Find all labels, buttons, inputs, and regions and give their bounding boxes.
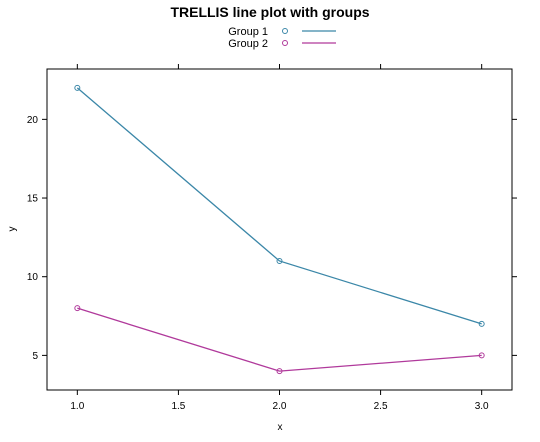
data-point-group-2	[478, 352, 485, 359]
legend: Group 1 Group 2	[228, 26, 336, 50]
data-point-group-1	[74, 84, 81, 91]
x-axis-label: x	[278, 422, 283, 433]
data-point-group-1	[276, 257, 283, 264]
x-tick-label: 1.5	[171, 401, 185, 412]
plot-panel	[46, 68, 513, 391]
chart-title: TRELLIS line plot with groups	[170, 4, 369, 20]
data-marks	[74, 84, 485, 375]
y-axis-label: y	[7, 227, 18, 232]
y-tick-label: 5	[32, 351, 38, 362]
x-tick-label: 2.0	[273, 401, 287, 412]
data-point-group-2	[276, 368, 283, 375]
x-tick-label: 2.5	[374, 401, 388, 412]
series-line-group-1	[76, 87, 482, 325]
legend-marker-group-1	[282, 28, 288, 34]
series-line-group-2	[77, 307, 482, 372]
data-point-group-1	[478, 320, 485, 327]
legend-label-group-1: Group 1	[228, 26, 268, 38]
y-tick-label: 10	[27, 272, 39, 283]
y-tick-label: 20	[27, 115, 39, 126]
legend-label-group-2: Group 2	[228, 38, 268, 50]
x-tick-label: 3.0	[475, 401, 489, 412]
x-tick-label: 1.0	[70, 401, 84, 412]
data-point-group-2	[74, 305, 81, 312]
axes: 1.0 1.5 2.0 2.5 3.0 5 10 15 20	[27, 64, 517, 412]
legend-marker-group-2	[282, 40, 288, 46]
y-tick-label: 15	[27, 194, 39, 205]
